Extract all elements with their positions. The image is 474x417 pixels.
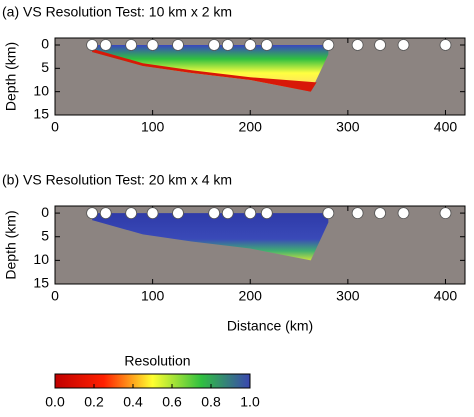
station xyxy=(322,39,335,51)
station xyxy=(397,207,410,219)
low-resolution-edge xyxy=(92,48,317,92)
colorbar-tick-label: 0.8 xyxy=(201,394,221,410)
panel-title: (b) VS Resolution Test: 20 km x 4 km xyxy=(2,172,232,188)
station xyxy=(221,207,234,219)
x-tick-label: 200 xyxy=(239,119,263,135)
colorbar-tick-label: 0.2 xyxy=(84,394,104,410)
station xyxy=(244,207,257,219)
station xyxy=(260,207,273,219)
station xyxy=(172,207,184,219)
station xyxy=(397,39,410,51)
station xyxy=(99,207,112,219)
colorbar-tick-label: 0.6 xyxy=(162,394,182,410)
colorbar-tick-label: 0.4 xyxy=(123,394,143,410)
y-axis-label: Depth (km) xyxy=(3,42,19,111)
station xyxy=(208,207,221,219)
colorbar-title: Resolution xyxy=(124,353,190,369)
y-tick-label: 15 xyxy=(33,275,49,291)
station xyxy=(86,39,98,51)
x-axis-label: Distance (km) xyxy=(227,318,313,334)
y-tick-label: 5 xyxy=(41,59,49,75)
x-tick-label: 0 xyxy=(51,119,59,135)
panel-title: (a) VS Resolution Test: 10 km x 2 km xyxy=(2,4,232,20)
station xyxy=(86,207,98,219)
station xyxy=(322,207,335,219)
station xyxy=(374,207,386,219)
station xyxy=(351,207,364,219)
y-tick-label: 15 xyxy=(33,106,49,122)
station xyxy=(244,39,257,51)
station xyxy=(172,39,184,51)
y-tick-label: 10 xyxy=(33,82,49,98)
colorbar xyxy=(54,373,251,389)
station xyxy=(146,207,159,219)
station xyxy=(221,39,234,51)
resolution-region xyxy=(92,213,329,261)
x-tick-label: 100 xyxy=(141,288,165,304)
station xyxy=(374,39,386,51)
station xyxy=(99,39,112,51)
station xyxy=(125,39,138,51)
y-tick-label: 0 xyxy=(41,204,49,220)
station xyxy=(439,207,452,219)
x-tick-label: 200 xyxy=(239,288,263,304)
colorbar-tick-label: 0.0 xyxy=(45,394,65,410)
station xyxy=(351,39,364,51)
x-tick-label: 400 xyxy=(434,288,458,304)
station xyxy=(208,39,221,51)
x-tick-label: 100 xyxy=(141,119,165,135)
x-tick-label: 300 xyxy=(336,119,360,135)
y-tick-label: 10 xyxy=(33,251,49,267)
x-tick-label: 300 xyxy=(336,288,360,304)
station xyxy=(260,39,273,51)
station xyxy=(146,39,159,51)
station xyxy=(125,207,138,219)
x-tick-label: 400 xyxy=(434,119,458,135)
x-tick-label: 0 xyxy=(51,288,59,304)
colorbar-tick-label: 1.0 xyxy=(240,394,260,410)
y-tick-label: 0 xyxy=(41,36,49,52)
station xyxy=(439,39,452,51)
y-tick-label: 5 xyxy=(41,227,49,243)
y-axis-label: Depth (km) xyxy=(3,210,19,279)
